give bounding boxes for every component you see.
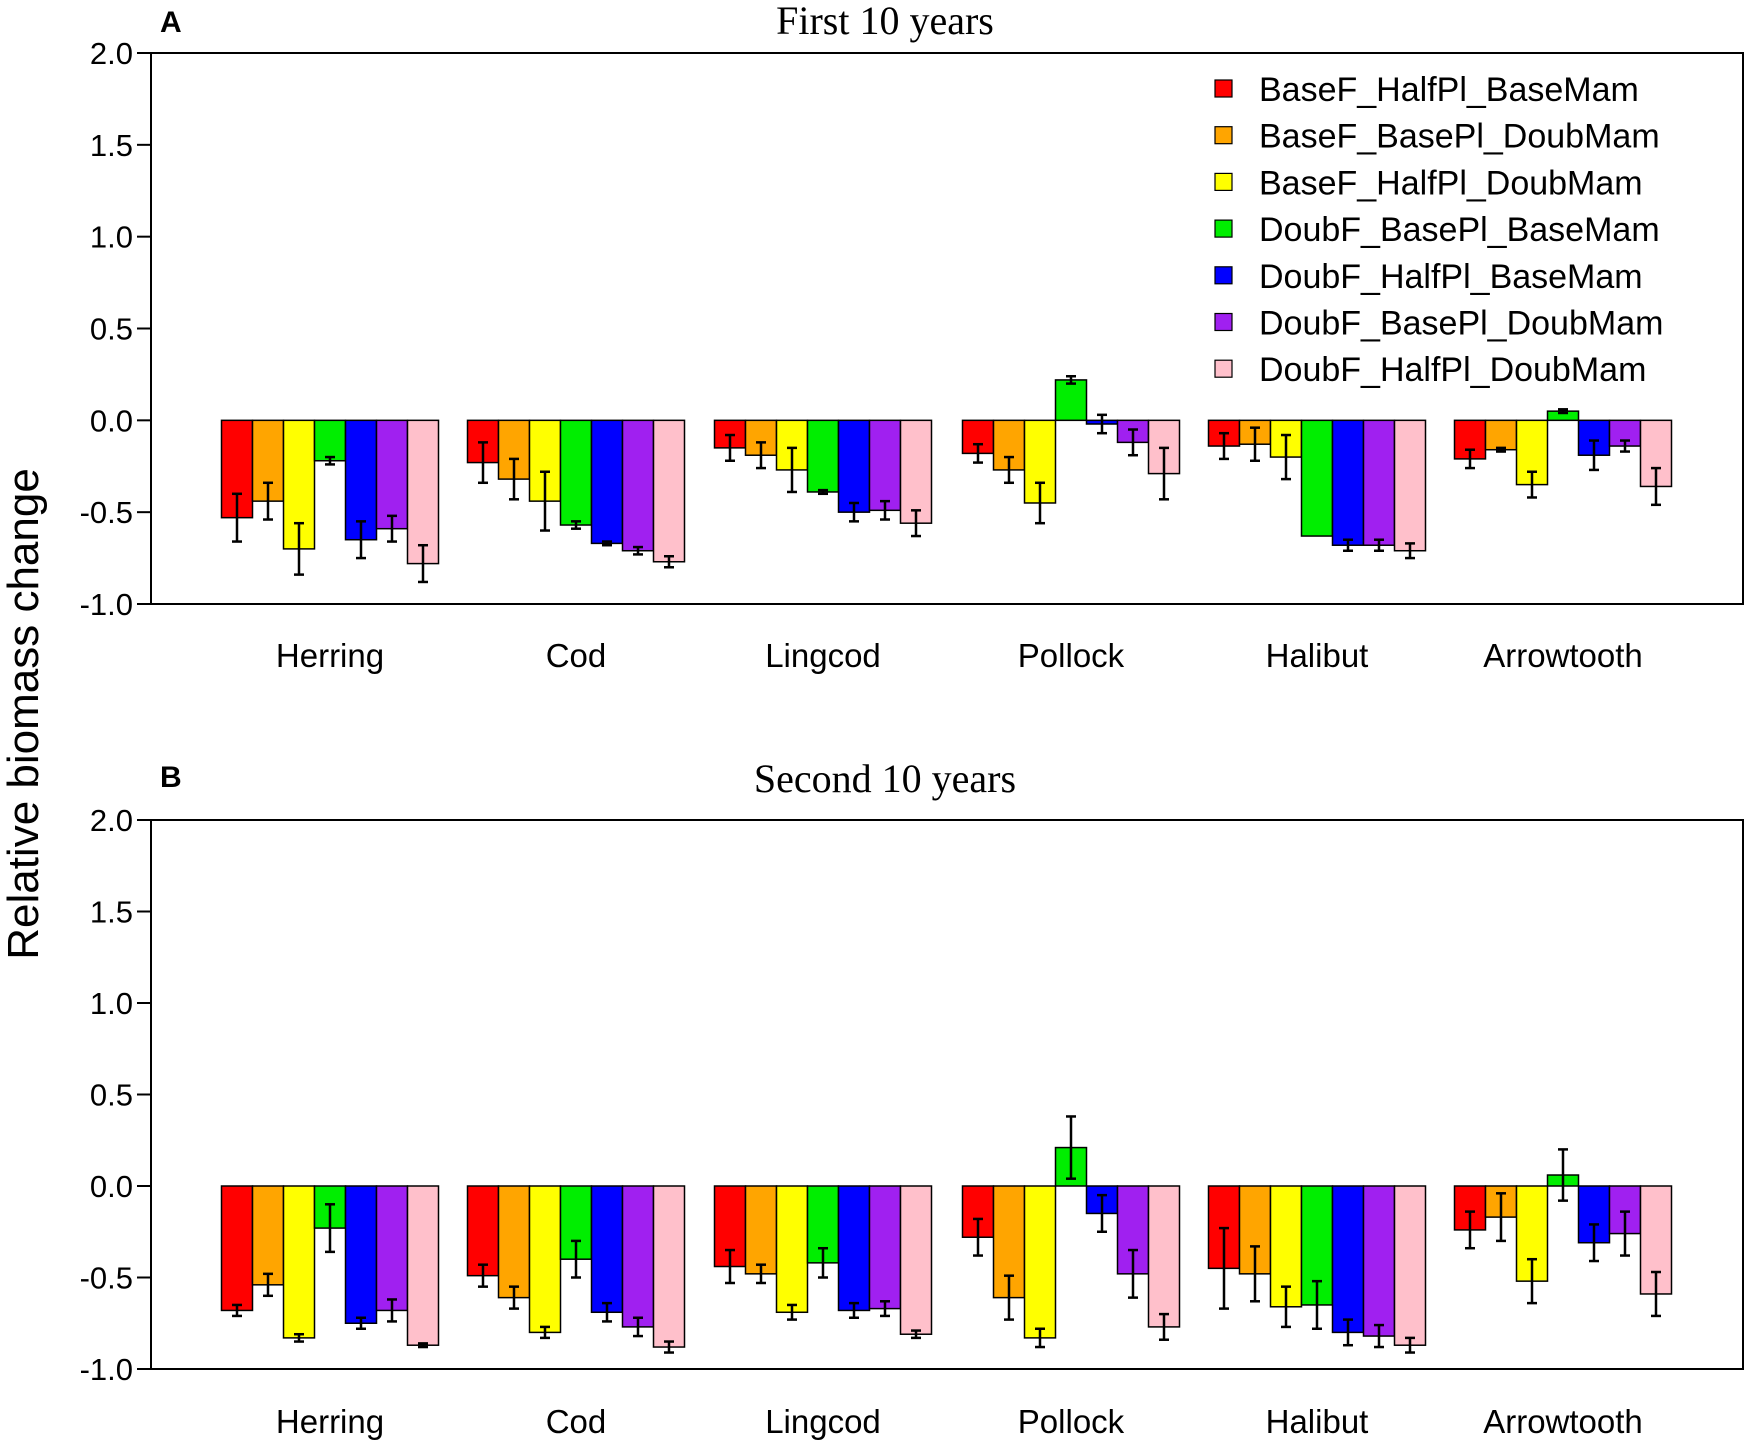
x-category-label: Arrowtooth [1483, 637, 1643, 674]
x-category-label: Arrowtooth [1483, 1403, 1643, 1440]
bar [899, 1185, 933, 1335]
y-tick-label: 0.5 [90, 1078, 133, 1113]
panel-letter: B [160, 761, 182, 794]
bar [837, 419, 871, 513]
bar [528, 1185, 562, 1334]
legend-entry: BaseF_BasePl_DoubMam [1259, 118, 1660, 156]
bar [621, 1185, 655, 1328]
bar [1147, 1185, 1181, 1328]
legend-swatch [1214, 219, 1233, 238]
panel-b: B Second 10 years 2.0 1.5 1.0 0.5 0.0 -0.5 -1.0 H… [80, 756, 1744, 1440]
legend-swatch [1214, 79, 1233, 98]
panel-a: A First 10 years 2.0 1.5 1.0 0.5 0.0 -0.5 -1.0 He… [80, 0, 1744, 674]
legend-swatch [1214, 266, 1233, 285]
bar [1331, 1185, 1365, 1334]
bar [1331, 419, 1365, 546]
bar [1054, 379, 1088, 422]
y-tick-label: -0.5 [80, 1261, 133, 1296]
bar [1362, 419, 1396, 546]
y-tick-label: -0.5 [80, 495, 133, 530]
legend-entry: DoubF_BasePl_DoubMam [1259, 305, 1663, 343]
bar [1023, 1185, 1057, 1339]
bar [344, 1185, 378, 1324]
bar [1515, 419, 1549, 486]
bar [559, 419, 593, 526]
bar [1484, 419, 1518, 451]
bar [652, 419, 686, 563]
legend-swatch [1214, 312, 1233, 332]
bar [837, 1185, 871, 1312]
bar [621, 419, 655, 552]
bar [220, 1185, 254, 1312]
chart-title: First 10 years [776, 0, 994, 43]
legend: BaseF_HalfPl_BaseMam BaseF_BasePl_DoubMam… [1214, 71, 1663, 389]
y-tick-label: 0.0 [90, 1169, 133, 1204]
bar [1393, 1185, 1427, 1346]
x-category-label: Halibut [1266, 1403, 1369, 1440]
y-axis-label: Relative biomass change [0, 468, 48, 960]
bar [652, 1185, 686, 1348]
legend-swatch [1214, 172, 1233, 191]
panel-letter: A [160, 6, 182, 39]
y-tick-label: -1.0 [80, 587, 133, 622]
bar [282, 1185, 316, 1339]
x-category-label: Herring [276, 1403, 384, 1440]
bar [251, 1185, 285, 1286]
bar [375, 1185, 409, 1312]
x-category-label: Pollock [1018, 637, 1125, 674]
legend-entry: DoubF_BasePl_BaseMam [1259, 211, 1660, 249]
bar [313, 419, 347, 462]
y-tick-label: 1.0 [90, 220, 133, 255]
y-tick-label: 2.0 [90, 803, 133, 838]
chart-title: Second 10 years [754, 756, 1016, 801]
bar [375, 419, 409, 530]
legend-swatch [1214, 359, 1233, 378]
legend-entry: BaseF_HalfPl_DoubMam [1259, 164, 1643, 202]
legend-entry: BaseF_HalfPl_BaseMam [1259, 71, 1639, 109]
x-category-label: Cod [546, 1403, 607, 1440]
bar [406, 419, 440, 565]
bar [406, 1185, 440, 1346]
x-category-label: Cod [546, 637, 607, 674]
bar [775, 1185, 809, 1314]
bar [466, 1185, 500, 1277]
x-category-label: Lingcod [765, 637, 881, 674]
bar [1362, 1185, 1396, 1337]
y-tick-label: 0.0 [90, 403, 133, 438]
x-category-label: Lingcod [765, 1403, 881, 1440]
bar [497, 1185, 531, 1299]
legend-entry: DoubF_HalfPl_BaseMam [1259, 258, 1643, 296]
y-tick-label: 1.0 [90, 986, 133, 1021]
legend-entry: DoubF_HalfPl_DoubMam [1259, 351, 1646, 389]
bar [806, 419, 840, 493]
y-tick-label: -1.0 [80, 1352, 133, 1387]
bar [868, 1185, 902, 1310]
y-tick-label: 2.0 [90, 36, 133, 71]
y-tick-label: 1.5 [90, 895, 133, 930]
bar [744, 1185, 778, 1275]
bar [868, 419, 902, 512]
y-tick-label: 1.5 [90, 128, 133, 163]
bar [590, 1185, 624, 1314]
x-category-label: Herring [276, 637, 384, 674]
y-tick-label: 0.5 [90, 312, 133, 347]
x-category-label: Halibut [1266, 637, 1369, 674]
bar [344, 419, 378, 541]
legend-swatch [1214, 126, 1233, 145]
bar [899, 419, 933, 524]
x-category-label: Pollock [1018, 1403, 1125, 1440]
bar [1393, 419, 1427, 552]
bar [1300, 419, 1334, 537]
bar [590, 419, 624, 545]
